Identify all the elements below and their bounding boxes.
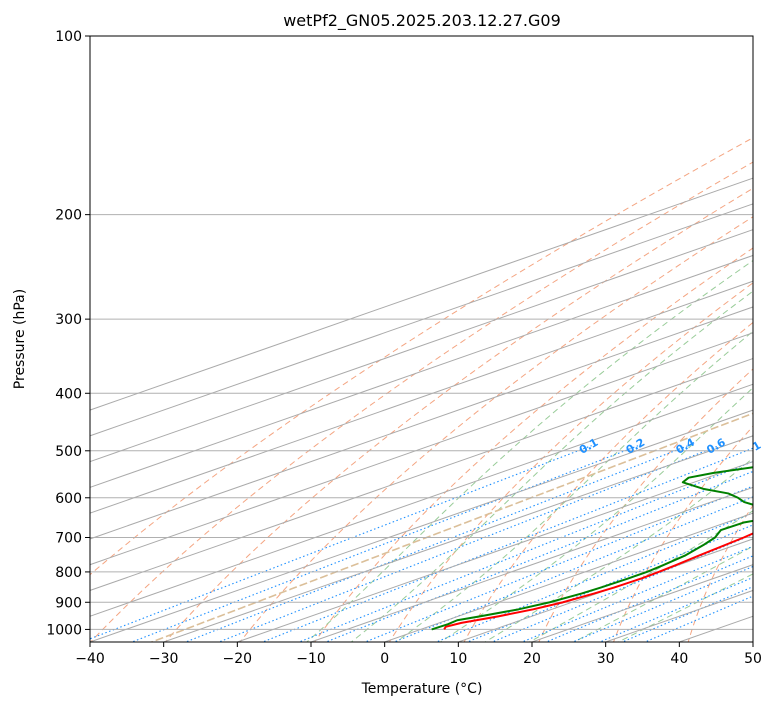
- isotherm: [90, 357, 753, 591]
- mixing-ratio-line: [643, 595, 753, 642]
- y-tick-label: 500: [55, 444, 82, 460]
- mixing-ratio-line: [434, 512, 753, 642]
- x-axis: −40 −30 −20 −10 0 10 20 30 40 50: [75, 642, 762, 667]
- y-tick-label: 1000: [46, 622, 82, 638]
- mixing-ratio-line: [297, 460, 753, 642]
- dry-adiabat: [762, 23, 775, 645]
- chart-title: wetPf2_GN05.2025.203.12.27.G09: [283, 11, 561, 31]
- x-tick-label: 0: [380, 651, 389, 667]
- mixing-ratio-line: [324, 470, 753, 642]
- y-tick-label: 400: [55, 386, 82, 402]
- y-axis-label: Pressure (hPa): [12, 289, 28, 389]
- y-tick-label: 800: [55, 565, 82, 581]
- isotherm: [90, 306, 753, 540]
- x-tick-label: 10: [449, 651, 467, 667]
- x-tick-label: 20: [523, 651, 541, 667]
- y-tick-label: 300: [55, 312, 82, 328]
- moist-adiabat: [350, 290, 753, 642]
- mixing-ratio-line: [217, 445, 720, 642]
- isotherm: [90, 229, 753, 463]
- mixing-ratio-line: [466, 524, 753, 642]
- isotherm: [90, 409, 753, 642]
- dewpoint-line: [431, 466, 753, 631]
- mixing-ratio-line: [184, 445, 689, 642]
- pressure-grid: [90, 36, 753, 630]
- dry-adiabat: [164, 187, 753, 642]
- freezing-curve: [149, 412, 753, 642]
- x-tick-label: −30: [149, 651, 179, 667]
- x-tick-label: 40: [670, 651, 688, 667]
- isotherm: [90, 254, 753, 488]
- x-axis-label: Temperature (°C): [361, 681, 483, 697]
- isotherm: [310, 486, 753, 642]
- mixing-ratio-label: 0.6: [704, 436, 728, 457]
- x-tick-label: 50: [744, 651, 762, 667]
- data-lines: [431, 466, 753, 631]
- isotherm: [384, 512, 753, 642]
- isotherm: [90, 383, 753, 617]
- x-tick-label: −20: [223, 651, 253, 667]
- mixing-ratio-line: [544, 555, 753, 642]
- dry-adiabat: [90, 137, 753, 576]
- y-tick-label: 700: [55, 531, 82, 547]
- isotherm: [458, 538, 753, 642]
- mixing-ratio-line: [90, 445, 592, 640]
- dry-adiabat: [538, 368, 753, 642]
- mixing-ratio-label: 1: [750, 439, 763, 454]
- plot-frame: [89, 35, 754, 643]
- y-tick-label: 200: [55, 208, 82, 224]
- mixing-ratio-line: [261, 447, 753, 642]
- dry-adiabat: [90, 161, 753, 642]
- x-tick-label: −10: [296, 651, 326, 667]
- temperature-line: [443, 532, 753, 630]
- y-tick-label: 600: [55, 491, 82, 507]
- isotherm: [605, 589, 753, 642]
- isotherm: [90, 177, 753, 411]
- y-axis: 1000 900 800 700 600 500 400 300 200 100: [46, 29, 90, 638]
- dry-adiabat: [687, 504, 753, 642]
- background-lines: [90, 23, 775, 645]
- isotherm: [90, 332, 753, 566]
- mixing-ratio-label: 0.4: [674, 436, 698, 457]
- isotherm: [163, 435, 753, 642]
- x-tick-label: −40: [75, 651, 105, 667]
- x-tick-label: 30: [597, 651, 615, 667]
- y-tick-label: 900: [55, 595, 82, 611]
- isotherm: [90, 280, 753, 514]
- mixing-ratio-line: [363, 485, 753, 642]
- isotherm: [90, 203, 753, 437]
- y-tick-label: 100: [55, 29, 82, 45]
- moist-adiabat: [572, 545, 753, 642]
- isotherm: [237, 461, 753, 642]
- isotherm: [531, 564, 753, 642]
- isotherm: [752, 641, 753, 642]
- moist-adiabat: [528, 510, 753, 642]
- mixing-ratio-line: [130, 445, 639, 642]
- dry-adiabat: [463, 321, 753, 642]
